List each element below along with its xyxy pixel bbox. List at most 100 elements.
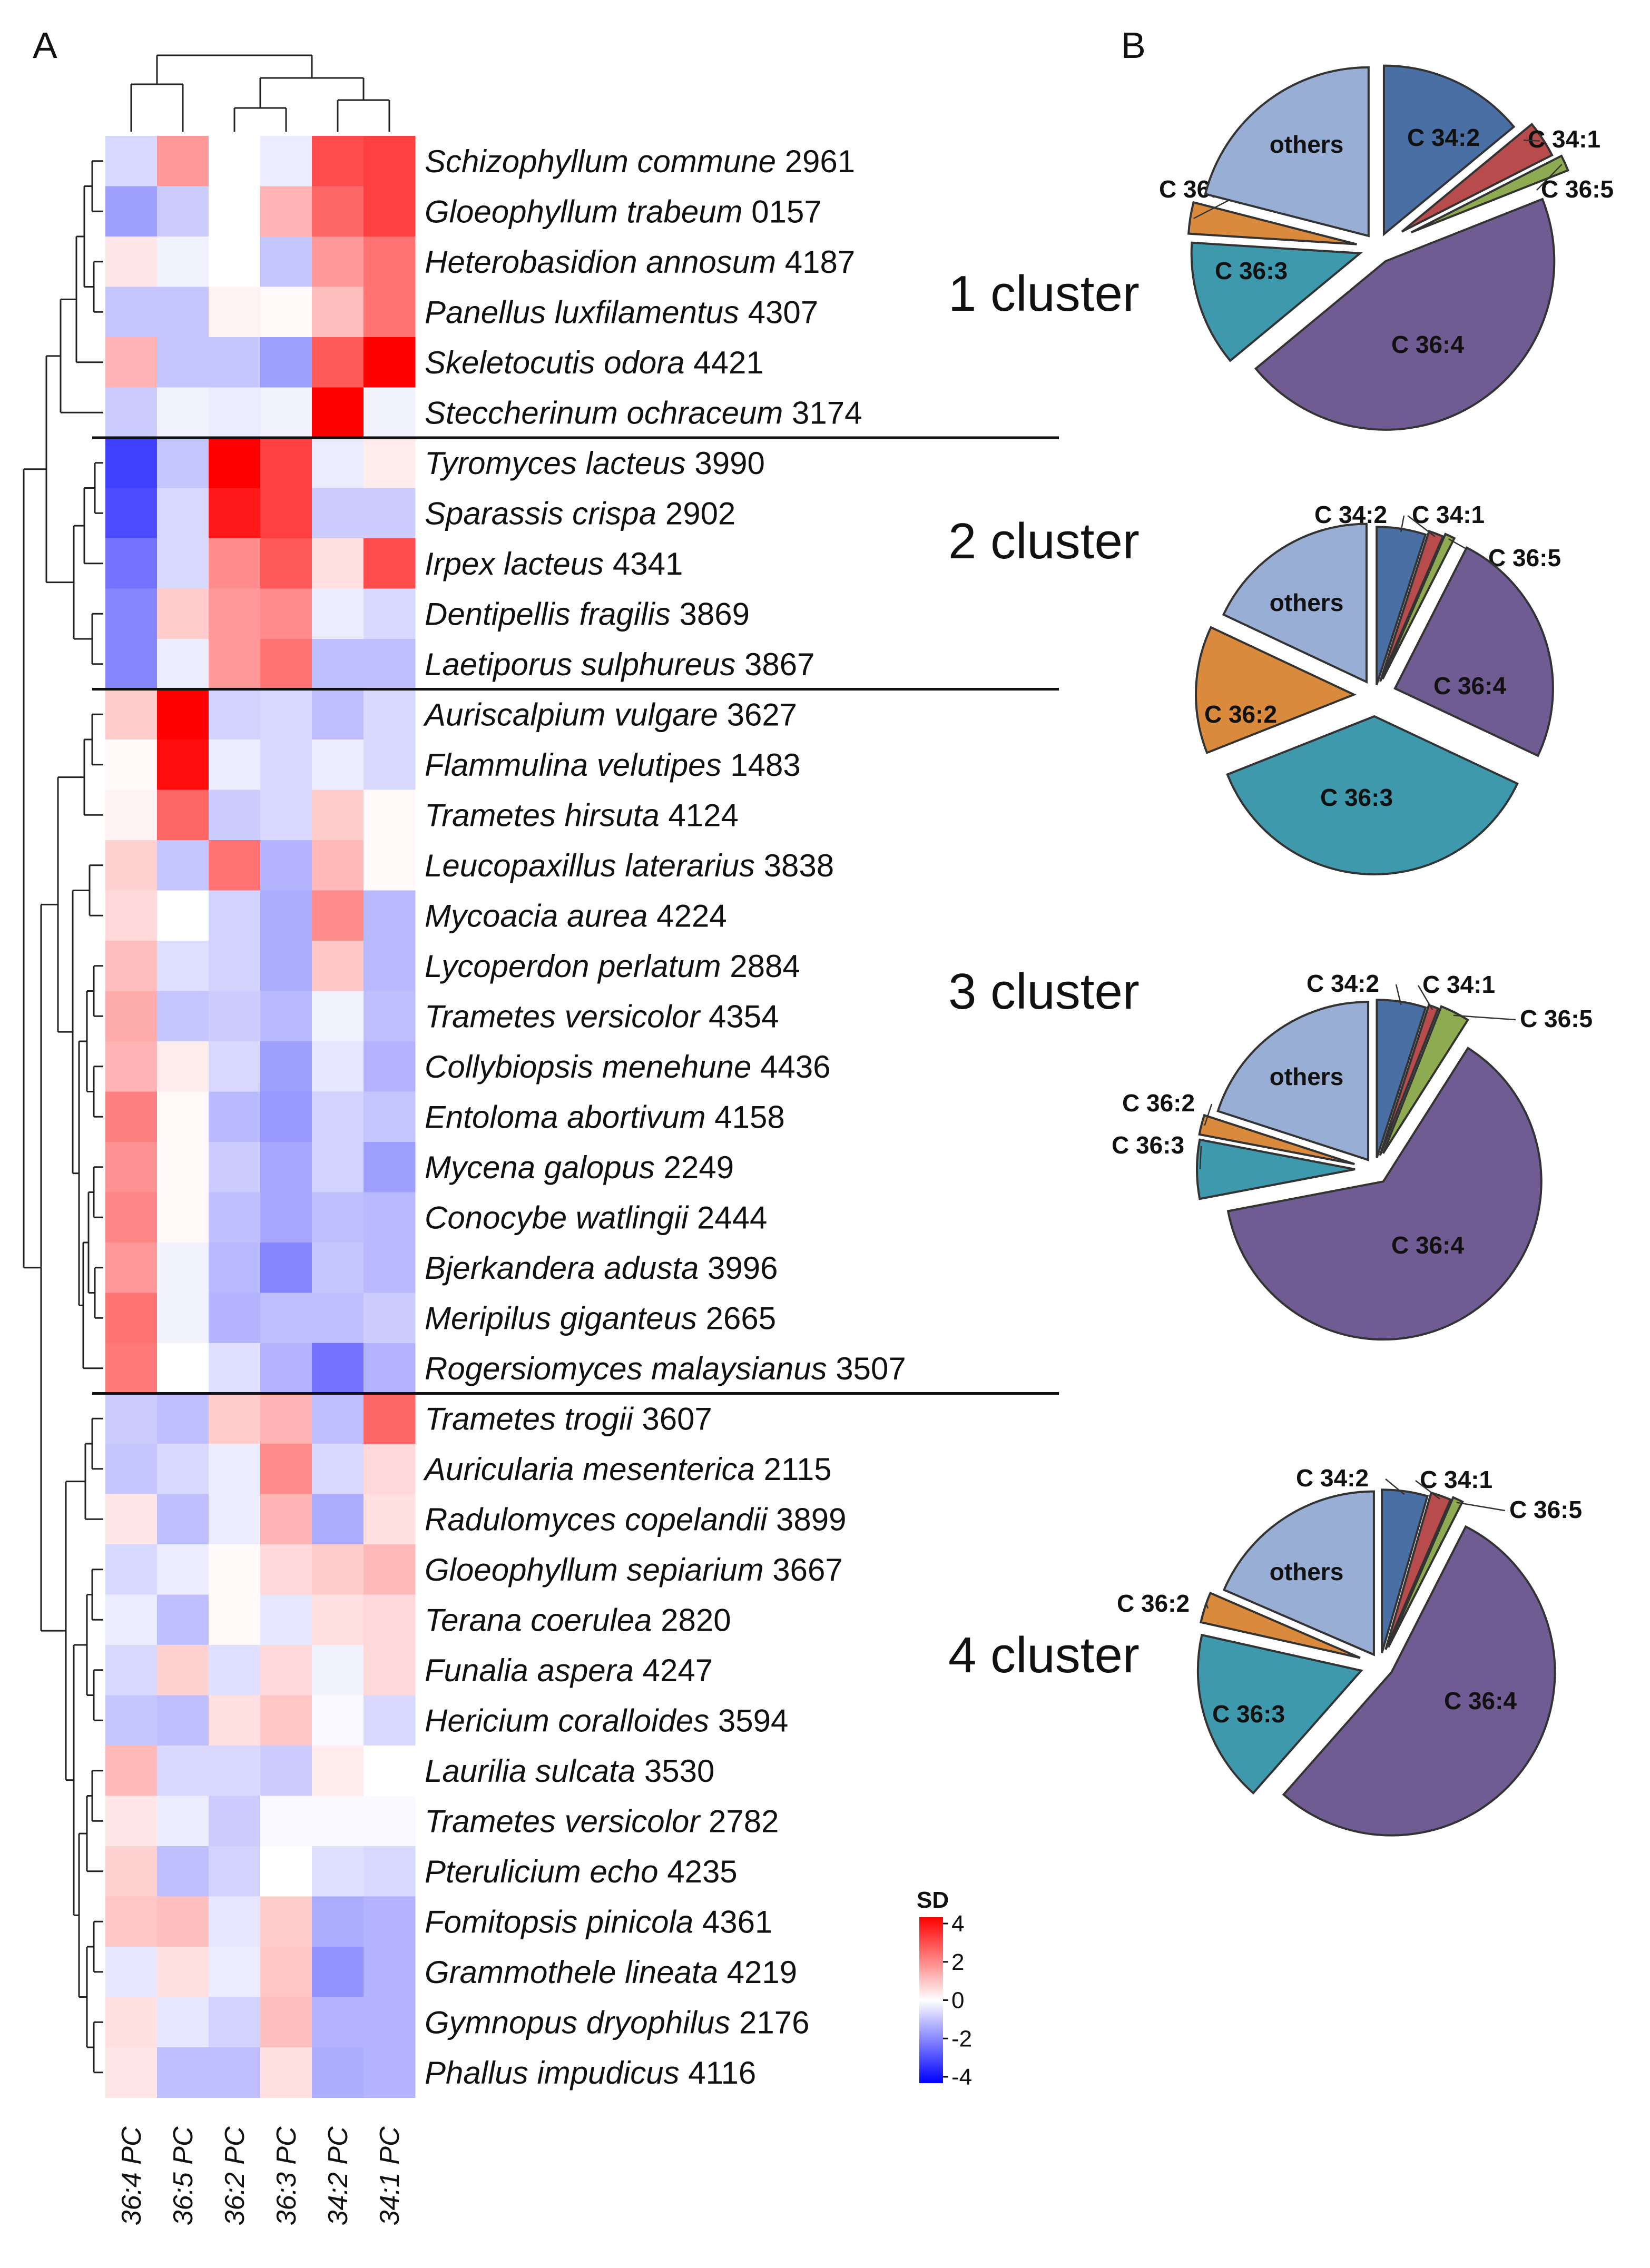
heatmap-cell — [209, 1846, 261, 1897]
heatmap-cell — [364, 890, 416, 941]
heatmap-cell — [105, 387, 158, 438]
heatmap-cell — [157, 1594, 209, 1645]
strain-code: 3594 — [709, 1703, 788, 1738]
heatmap-cell — [260, 1896, 312, 1947]
slice-leader-line — [1204, 1103, 1213, 1126]
row-label: Rogersiomyces malaysianus 3507 — [425, 1351, 906, 1386]
heatmap-cell — [157, 2047, 209, 2098]
heatmap-cell — [312, 689, 364, 740]
heatmap-cell — [209, 739, 261, 790]
strain-code: 3607 — [633, 1401, 712, 1436]
heatmap-cell — [105, 1746, 158, 1796]
heatmap-cell — [105, 1997, 158, 2048]
row-label: Irpex lacteus 4341 — [425, 546, 683, 581]
heatmap-cell — [105, 890, 158, 941]
heatmap-cell — [157, 1494, 209, 1545]
heatmap-cell — [364, 1746, 416, 1796]
heatmap-cell — [157, 136, 209, 186]
heatmap-cell — [312, 1947, 364, 1997]
species-name: Auricularia mesenterica — [423, 1452, 755, 1487]
strain-code: 3174 — [783, 395, 862, 430]
heatmap-cell — [364, 1393, 416, 1444]
species-name: Bjerkandera adusta — [425, 1250, 699, 1286]
heatmap-cell — [260, 1293, 312, 1344]
strain-code: 4307 — [739, 294, 818, 330]
heatmap-cell — [209, 1142, 261, 1192]
species-name: Conocybe watlingii — [425, 1200, 689, 1235]
colorbar-tick-label: 4 — [951, 1911, 964, 1937]
heatmap-cell — [260, 840, 312, 891]
heatmap-cell — [157, 941, 209, 991]
heatmap-cell — [209, 1896, 261, 1947]
pie-slice — [1381, 1488, 1429, 1653]
row-label: Trametes hirsuta 4124 — [425, 797, 739, 833]
heatmap-cell — [209, 538, 261, 589]
heatmap-cell — [312, 1997, 364, 2048]
heatmap-cell — [260, 1494, 312, 1545]
species-name: Laurilia sulcata — [425, 1753, 635, 1789]
strain-code: 3838 — [755, 848, 834, 883]
pie-slice — [1198, 1113, 1355, 1166]
strain-code: 4361 — [693, 1904, 772, 1939]
strain-code: 2444 — [688, 1200, 767, 1235]
heatmap-cell — [364, 1594, 416, 1645]
heatmap-cell — [260, 337, 312, 388]
species-name: Hericium coralloides — [425, 1703, 709, 1738]
row-label: Bjerkandera adusta 3996 — [425, 1250, 778, 1286]
row-label: Terana coerulea 2820 — [425, 1602, 731, 1638]
heatmap-cell — [364, 1494, 416, 1545]
heatmap-cell — [105, 1091, 158, 1142]
panel-label-b: B — [1121, 25, 1146, 66]
heatmap-cell — [105, 1293, 158, 1344]
heatmap-cell — [312, 1645, 364, 1695]
heatmap-cell — [209, 1796, 261, 1847]
strain-code: 3667 — [764, 1552, 843, 1587]
slice-label: C 36:2 — [1117, 1590, 1190, 1617]
species-name: Auriscalpium vulgare — [423, 697, 718, 732]
species-name: Mycena galopus — [425, 1150, 655, 1185]
column-label: 36:4 PC — [116, 2126, 147, 2225]
heatmap-cell — [209, 1091, 261, 1142]
heatmap-cell — [105, 941, 158, 991]
pie-slice — [1196, 1633, 1363, 1795]
slice-label: C 36:3 — [1320, 784, 1393, 811]
slice-label: C 34:1 — [1412, 501, 1485, 528]
slice-leader-line — [1199, 1146, 1202, 1170]
pie-slice — [1401, 123, 1554, 233]
strain-code: 4116 — [680, 2055, 757, 2090]
heatmap-cell — [105, 1544, 158, 1595]
column-labels: 36:4 PC 36:5 PC 36:2 PC 36:3 PC 34:2 PC 34:1 … — [116, 2126, 405, 2225]
slice-leader-line — [1385, 1478, 1405, 1495]
heatmap-cell — [364, 1142, 416, 1192]
heatmap-cell — [364, 1293, 416, 1344]
heatmap-cell — [260, 1947, 312, 1997]
row-label: Steccherinum ochraceum 3174 — [425, 395, 862, 430]
heatmap-cell — [157, 488, 209, 539]
heatmap-cell — [157, 1846, 209, 1897]
heatmap-cell — [312, 1746, 364, 1796]
heatmap-cell — [260, 287, 312, 338]
heatmap-cell — [157, 1343, 209, 1394]
heatmap-cell — [157, 689, 209, 740]
heatmap-cell — [209, 236, 261, 287]
heatmap-cell — [312, 287, 364, 338]
heatmap-cell — [312, 588, 364, 639]
species-name: Fomitopsis pinicola — [425, 1904, 693, 1939]
heatmap-cell — [157, 1243, 209, 1293]
row-label: Tyromyces lacteus 3990 — [425, 446, 765, 481]
heatmap-cell — [209, 387, 261, 438]
heatmap-cell — [105, 1142, 158, 1192]
cluster-title: 3 cluster — [948, 963, 1140, 1020]
pie-slice — [1387, 1496, 1464, 1648]
heatmap-cell — [260, 1243, 312, 1293]
heatmap-cell — [105, 991, 158, 1042]
heatmap-cell — [260, 1695, 312, 1746]
heatmap-cell — [157, 1796, 209, 1847]
heatmap-cell — [157, 1544, 209, 1595]
strain-code: 3530 — [635, 1753, 714, 1789]
slice-label: C 36:2 — [1122, 1089, 1195, 1117]
pie-slice — [1222, 522, 1368, 684]
heatmap-cell — [157, 1645, 209, 1695]
heatmap-cell — [312, 1192, 364, 1243]
